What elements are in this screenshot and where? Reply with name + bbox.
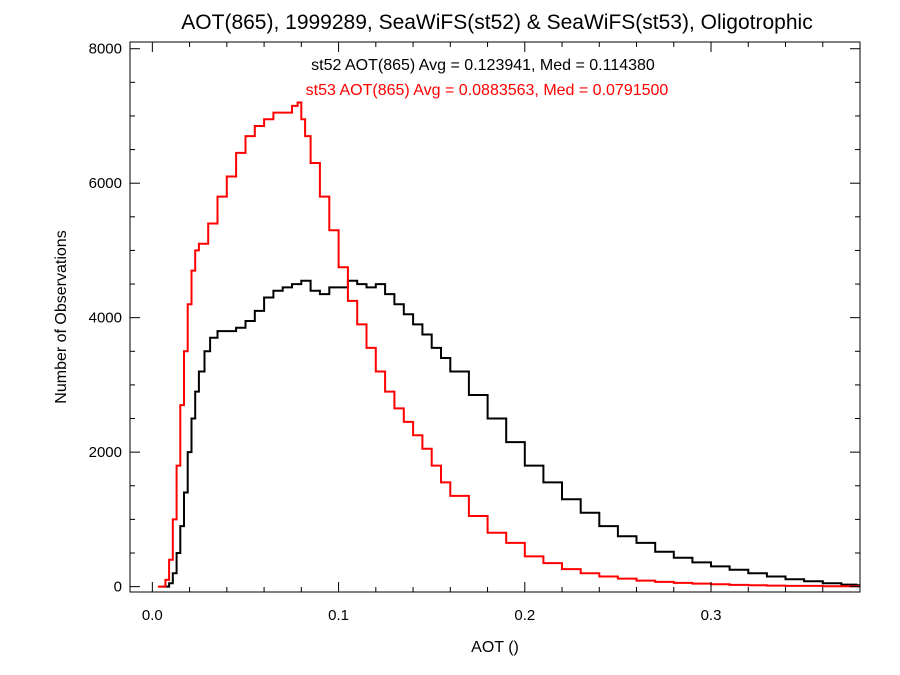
axes-layer: 0.0 0.1 0.2 0.3 0 2000 4000 6000 8000 (89, 41, 860, 624)
x-axis-label: AOT () (471, 639, 519, 656)
y-tick-label: 6000 (89, 175, 122, 192)
x-tick-label: 0.2 (514, 607, 535, 624)
x-tick-label: 0.3 (701, 607, 722, 624)
plot-frame (129, 41, 861, 593)
chart-title: AOT(865), 1999289, SeaWiFS(st52) & SeaWi… (181, 11, 812, 34)
x-tick-label: 0.1 (328, 607, 349, 624)
y-axis-label: Number of Observations (53, 230, 70, 403)
y-tick-label: 8000 (89, 41, 122, 58)
st53-stats-annotation: st53 AOT(865) Avg = 0.0883563, Med = 0.0… (306, 82, 669, 99)
y-tick-label: 0 (114, 579, 122, 596)
st52-stats-annotation: st52 AOT(865) Avg = 0.123941, Med = 0.11… (311, 57, 655, 74)
series-layer (157, 101, 860, 588)
series-line-1 (157, 101, 860, 588)
x-tick-label: 0.0 (142, 607, 163, 624)
y-tick-label: 4000 (89, 310, 122, 327)
y-tick-label: 2000 (89, 444, 122, 461)
series-line-0 (161, 279, 860, 588)
